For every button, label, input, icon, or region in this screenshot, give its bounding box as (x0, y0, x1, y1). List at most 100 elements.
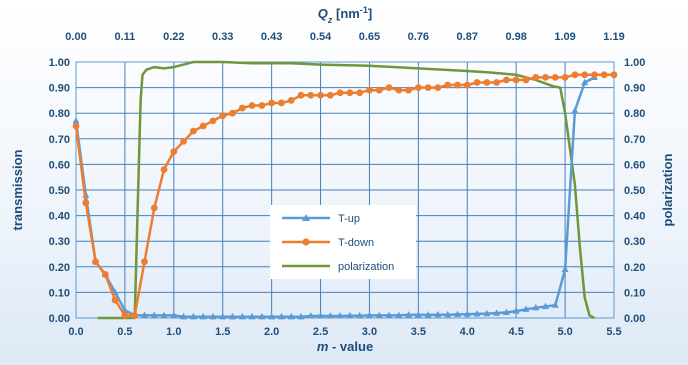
top-tick-label: 0.54 (310, 31, 332, 43)
y-right-tick-label: 0.40 (624, 211, 645, 223)
top-axis-title-q: Q (318, 6, 328, 21)
top-axis-title-sub: z (327, 15, 333, 25)
data-point (483, 309, 491, 317)
data-point (542, 73, 549, 81)
y-right-tick-label: 0.30 (624, 236, 645, 248)
y-left-tick-label: 1.00 (49, 57, 70, 69)
legend-entry: polarization (282, 261, 394, 273)
x-tick-label: 5.5 (606, 326, 621, 338)
data-point (268, 312, 276, 320)
x-tick-label: 0.5 (117, 326, 132, 338)
data-point (189, 312, 197, 320)
legend-entry: T-down (282, 237, 374, 249)
x-tick-label: 3.0 (362, 326, 377, 338)
data-point (453, 310, 461, 318)
data-point (571, 106, 579, 114)
data-point (365, 311, 373, 319)
data-point (160, 311, 168, 319)
data-point (336, 312, 344, 319)
data-point (493, 309, 501, 316)
data-point (493, 79, 501, 86)
data-point (532, 303, 540, 311)
data-point (512, 76, 520, 84)
data-point (317, 91, 324, 99)
x-tick-label: 4.0 (460, 326, 475, 338)
data-point (238, 104, 246, 112)
tick-labels: 0.0 0.5 1.0 1.5 2.0 2.5 3.0 3.5 4.0 4.5 5.0 5.50.00… (49, 31, 646, 338)
data-point (180, 312, 188, 320)
data-point (199, 122, 207, 130)
y-left-tick-label: 0.70 (49, 134, 70, 146)
data-point (121, 312, 129, 319)
y-right-tick-label: 0.10 (624, 287, 645, 299)
x-axis-title-rest: - value (328, 339, 373, 354)
top-axis-title-exp: -1 (360, 5, 368, 15)
legend-label: polarization (338, 261, 394, 273)
data-point (473, 79, 481, 86)
data-point (600, 71, 608, 79)
data-point (434, 310, 442, 318)
data-point (92, 258, 99, 266)
data-point (395, 86, 403, 94)
top-tick-label: 0.43 (261, 31, 282, 43)
data-point (131, 312, 139, 319)
y-left-tick-label: 0.90 (49, 83, 70, 95)
data-point (307, 91, 315, 99)
data-point (199, 312, 207, 320)
y-left-tick-label: 0.60 (49, 159, 70, 171)
data-point (385, 311, 393, 319)
data-point (72, 117, 80, 124)
data-point (434, 84, 442, 91)
data-point (229, 109, 236, 117)
data-point (444, 310, 452, 318)
data-point (219, 312, 227, 320)
top-tick-label: 0.33 (212, 31, 233, 43)
y-left-tick-label: 0.20 (49, 262, 70, 274)
y-left-tick-label: 0.50 (49, 185, 70, 197)
data-point (277, 312, 285, 320)
data-point (258, 102, 266, 109)
data-point (297, 91, 305, 99)
top-tick-label: 0.87 (457, 31, 478, 43)
data-point (571, 71, 579, 79)
data-point (346, 89, 354, 97)
x-tick-label: 0.0 (68, 326, 83, 338)
legend-marker (302, 238, 310, 246)
data-point (542, 302, 550, 310)
y-left-tick-label: 0.80 (49, 108, 70, 120)
plot-area-frame (75, 61, 615, 319)
data-point (326, 312, 334, 319)
data-point (522, 76, 530, 84)
top-tick-label: 0.65 (359, 31, 380, 43)
legend-entry: T-up (282, 213, 360, 225)
x-tick-label: 2.0 (264, 326, 279, 338)
data-point (82, 199, 90, 207)
data-point (591, 71, 598, 79)
data-point (170, 148, 178, 156)
data-point (385, 84, 393, 91)
data-point (366, 86, 373, 94)
data-point (336, 89, 344, 97)
data-point (258, 312, 266, 320)
data-point (268, 99, 276, 107)
data-point (551, 73, 559, 81)
data-point (238, 312, 246, 320)
y-right-tick-label: 0.80 (624, 108, 645, 120)
y-right-tick-label: 0.70 (624, 134, 645, 146)
data-point (209, 312, 217, 320)
y-right-tick-label: 0.50 (624, 185, 645, 197)
data-point (405, 86, 412, 94)
data-point (180, 137, 188, 145)
y-left-tick-label: 0.30 (49, 236, 70, 248)
series-line (97, 60, 595, 320)
series-polarization (97, 60, 595, 320)
y-left-tick-label: 0.10 (49, 287, 70, 299)
x-axis-title-italic: m (317, 339, 329, 354)
data-point (150, 204, 158, 212)
y-right-tick-label: 0.00 (624, 313, 645, 325)
legend-marker (302, 214, 310, 221)
data-point (229, 312, 237, 320)
y-axis-left-title: transmission (10, 149, 25, 230)
data-point (307, 312, 315, 319)
data-point (209, 117, 217, 125)
